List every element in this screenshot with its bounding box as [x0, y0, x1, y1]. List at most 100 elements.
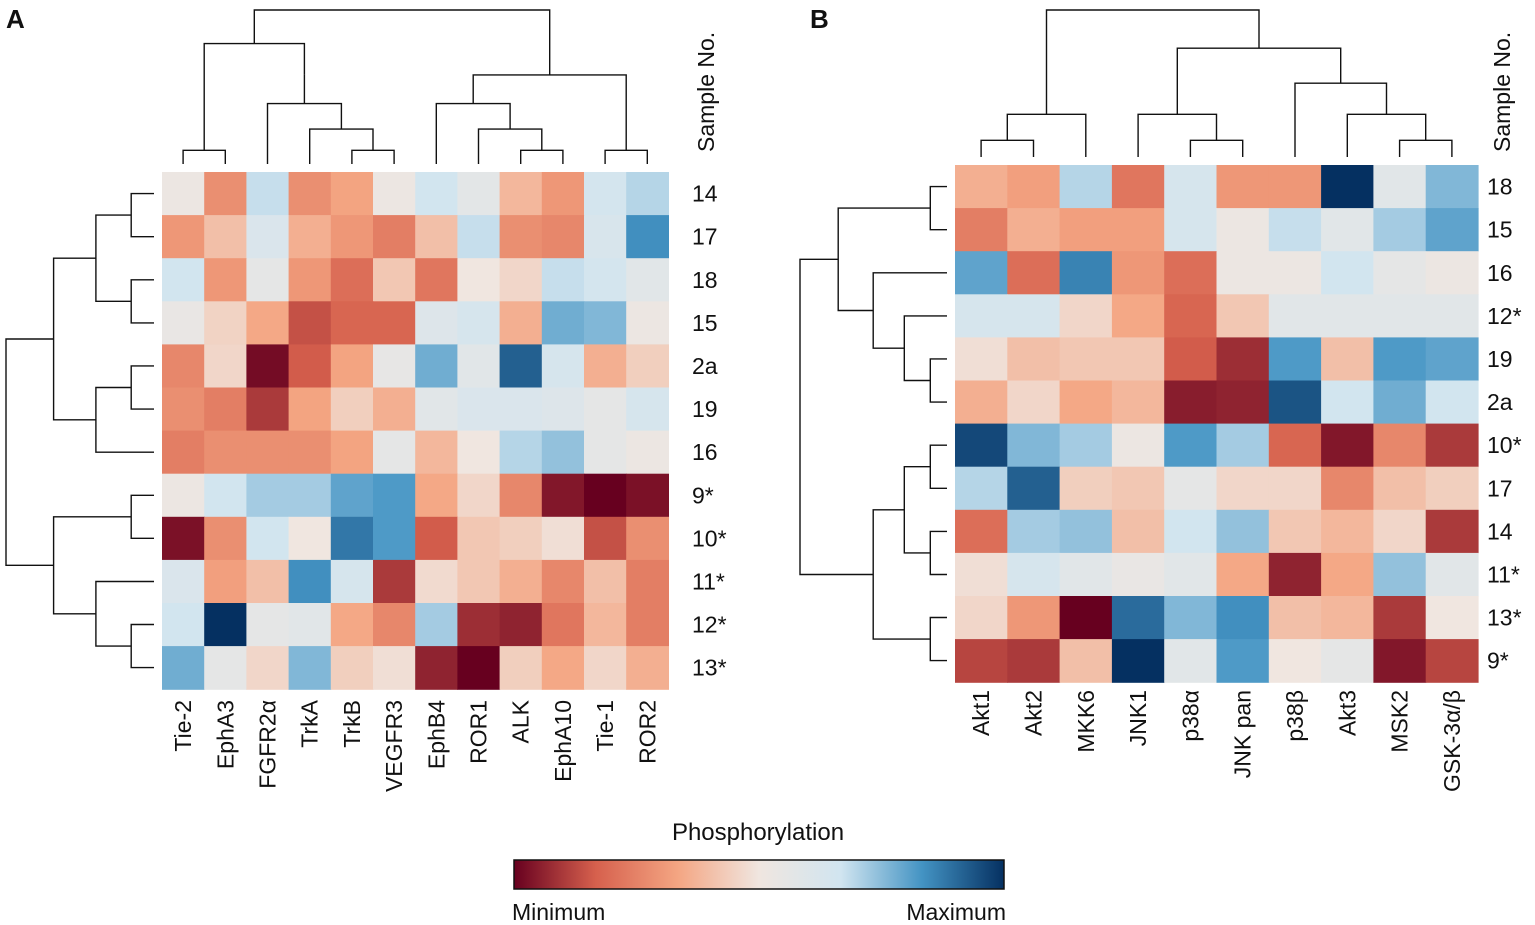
- heatmap-cell-17-akt3: [1321, 466, 1374, 511]
- heatmap-cell-9-star-jnk1: [1111, 639, 1165, 683]
- column-dendrogram-branch-1: [1006, 113, 1087, 157]
- panel-b-column-dendrogram: [980, 9, 1453, 157]
- row-label-18: 18: [1487, 174, 1513, 200]
- heatmap-cell-11-star-mkk6: [1059, 552, 1113, 597]
- heatmap-cell-14-p38beta: [1268, 509, 1322, 554]
- heatmap-cell-16-msk2: [1373, 251, 1427, 295]
- heatmap-cell-19-p38beta: [1268, 337, 1322, 382]
- heatmap-cell-10-star-mkk6: [1059, 423, 1113, 468]
- column-label-epha3: EphA3: [212, 700, 238, 769]
- heatmap-cell-16-trkb: [330, 430, 374, 475]
- column-label-alk: ALK: [508, 699, 534, 743]
- panel-a-column-dendrogram: [182, 9, 648, 164]
- column-dendrogram-branch-4: [1398, 139, 1453, 157]
- heatmap-cell-18-epha3: [204, 258, 247, 302]
- heatmap-cell-12-star-ephb4: [415, 603, 458, 647]
- heatmap-cell-10-star-fgfr2alpha: [246, 516, 290, 561]
- column-label-vegfr3: VEGFR3: [381, 700, 407, 792]
- heatmap-cell-15-ror2: [626, 301, 669, 345]
- heatmap-cell-10-star-vegfr3: [373, 516, 416, 561]
- heatmap-cell-2a-epha3: [204, 344, 247, 389]
- heatmap-cell-17-ephb4: [415, 215, 458, 259]
- heatmap-cell-14-ror2: [626, 172, 669, 216]
- heatmap-cell-12-star-gsk-3alpha-beta: [1425, 294, 1479, 338]
- row-dendrogram-branch-8: [929, 616, 947, 662]
- panel-a-cells: [162, 172, 669, 690]
- heatmap-cell-15-msk2: [1373, 208, 1427, 252]
- heatmap-cell-18-p38alpha: [1164, 165, 1218, 209]
- heatmap-cell-13-star-tie-1: [584, 646, 627, 690]
- heatmap-cell-11-star-p38alpha: [1164, 552, 1218, 597]
- heatmap-cell-16-p38beta: [1268, 251, 1322, 295]
- row-dendrogram-branch-3: [872, 272, 947, 349]
- row-dendrogram-branch-7: [903, 466, 931, 554]
- column-dendrogram-branch-3: [266, 102, 343, 164]
- heatmap-cell-12-star-alk: [499, 603, 543, 647]
- heatmap-cell-18-ephb4: [415, 258, 458, 302]
- panel-b-label: B: [810, 4, 829, 34]
- heatmap-cell-19-gsk-3alpha-beta: [1425, 337, 1479, 382]
- heatmap-cell-11-star-ror2: [626, 559, 669, 604]
- column-label-akt3: Akt3: [1334, 690, 1360, 736]
- heatmap-cell-16-ror1: [457, 430, 501, 475]
- row-label-16: 16: [1487, 260, 1513, 286]
- heatmap-cell-12-star-jnk1: [1111, 294, 1165, 338]
- heatmap-cell-15-vegfr3: [373, 301, 416, 345]
- column-label-ror1: ROR1: [466, 700, 492, 764]
- column-dendrogram-branch-0: [980, 139, 1035, 157]
- column-dendrogram-branch-11: [253, 9, 551, 75]
- heatmap-cell-10-star-ror1: [457, 516, 501, 561]
- heatmap-cell-19-epha10: [541, 387, 585, 432]
- heatmap-cell-17-ror1: [457, 215, 501, 259]
- heatmap-cell-10-star-akt1: [955, 423, 1008, 468]
- heatmap-cell-10-star-trka: [288, 516, 332, 561]
- heatmap-cell-18-ror1: [457, 258, 501, 302]
- row-dendrogram-branch-5: [929, 444, 947, 489]
- heatmap-cell-12-star-akt1: [955, 294, 1008, 338]
- panel-a-column-labels: Tie-2 EphA3 FGFR2α TrkA TrkB VEGFR3 EphB4 ROR1 A…: [170, 699, 660, 792]
- heatmap-cell-13-star-epha3: [204, 646, 247, 690]
- heatmap-cell-10-star-msk2: [1373, 423, 1427, 468]
- row-label-10-star: 10*: [692, 525, 727, 551]
- heatmap-cell-11-star-trkb: [330, 559, 374, 604]
- heatmap-cell-12-star-ror1: [457, 603, 501, 647]
- panel-a-heatmap: A 14 17 18 15 2a 19 16 9* 10* 11* 12* 13* Tie-2 EphA…: [5, 4, 727, 792]
- row-label-12-star: 12*: [692, 612, 727, 638]
- heatmap-cell-10-star-trkb: [330, 516, 374, 561]
- heatmap-cell-16-epha3: [204, 430, 247, 475]
- heatmap-cell-16-trka: [288, 430, 332, 475]
- heatmap-cell-18-tie-2: [162, 258, 205, 302]
- column-label-trka: TrkA: [297, 699, 323, 747]
- heatmap-cell-17-trka: [288, 215, 332, 259]
- heatmap-cell-17-akt2: [1007, 466, 1061, 511]
- heatmap-cell-13-star-mkk6: [1059, 596, 1113, 640]
- heatmap-cell-15-tie-1: [584, 301, 627, 345]
- heatmap-cell-2a-msk2: [1373, 380, 1427, 425]
- heatmap-cell-9-star-akt1: [955, 639, 1008, 683]
- heatmap-cell-12-star-epha10: [541, 603, 585, 647]
- heatmap-cell-2a-vegfr3: [373, 344, 416, 389]
- heatmap-cell-19-trkb: [330, 387, 374, 432]
- column-dendrogram-branch-2: [1189, 139, 1244, 157]
- heatmap-cell-10-star-jnk-pan: [1216, 423, 1270, 468]
- heatmap-cell-18-jnk-pan: [1216, 165, 1270, 209]
- column-label-mkk6: MKK6: [1073, 690, 1099, 753]
- row-label-11-star: 11*: [1487, 561, 1520, 587]
- heatmap-cell-15-tie-2: [162, 301, 205, 345]
- heatmap-cell-10-star-jnk1: [1111, 423, 1165, 468]
- heatmap-cell-9-star-akt3: [1321, 639, 1374, 683]
- heatmap-cell-10-star-p38beta: [1268, 423, 1322, 468]
- heatmap-cell-12-star-vegfr3: [373, 603, 416, 647]
- row-dendrogram-branch-4: [95, 386, 154, 453]
- heatmap-cell-19-ror2: [626, 387, 669, 432]
- heatmap-cell-13-star-p38alpha: [1164, 596, 1218, 640]
- heatmap-cell-13-star-fgfr2alpha: [246, 646, 290, 690]
- heatmap-cell-9-star-vegfr3: [373, 473, 416, 518]
- heatmap-cell-19-trka: [288, 387, 332, 432]
- heatmap-cell-19-jnk1: [1111, 337, 1165, 382]
- heatmap-cell-12-star-p38beta: [1268, 294, 1322, 338]
- column-label-jnk1: JNK1: [1125, 690, 1151, 746]
- row-dendrogram-branch-5: [52, 257, 96, 421]
- heatmap-cell-14-jnk1: [1111, 509, 1165, 554]
- heatmap-cell-14-tie-2: [162, 172, 205, 216]
